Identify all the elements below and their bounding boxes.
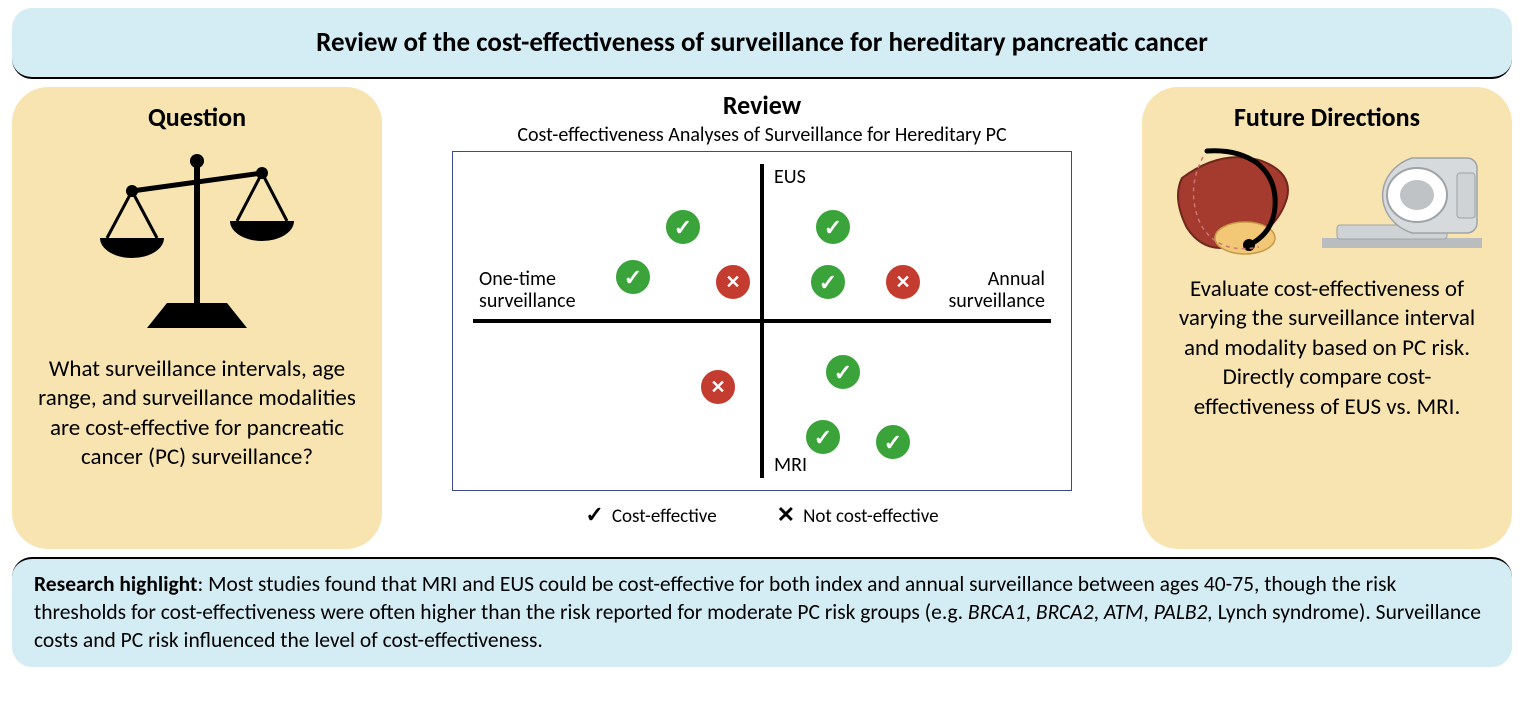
axis-label-bottom: MRI: [774, 454, 807, 476]
review-panel: Review Cost-effectiveness Analyses of Su…: [392, 87, 1132, 549]
highlight-body: Most studies found that MRI and EUS coul…: [34, 571, 1481, 653]
mri-scanner-icon: [1317, 143, 1487, 263]
main-row: Question What surveillance intervals,: [12, 87, 1512, 549]
future-icons: [1167, 143, 1487, 263]
future-card: Future Directions Evaluate cost-effectiv…: [1142, 87, 1512, 549]
liver-eus-icon: [1167, 143, 1307, 263]
quadrant-chart: EUS MRI One-time surveillance Annual sur…: [452, 151, 1072, 491]
check-icon: ✓: [613, 257, 653, 297]
question-card: Question What surveillance intervals,: [12, 87, 382, 549]
cross-icon: ✕: [883, 262, 923, 302]
question-heading: Question: [148, 101, 246, 133]
check-icon: ✓: [813, 207, 853, 247]
check-icon: ✓: [663, 207, 703, 247]
cross-icon: ✕: [713, 262, 753, 302]
legend-no: ✕Not cost-effective: [777, 501, 939, 528]
scales-icon: [72, 143, 322, 343]
legend-ok: ✓Cost-effective: [585, 501, 716, 528]
page-title: Review of the cost-effectiveness of surv…: [32, 26, 1492, 59]
future-heading: Future Directions: [1234, 101, 1420, 133]
cross-icon: ✕: [698, 367, 738, 407]
future-body: Evaluate cost-effectiveness of varying t…: [1164, 275, 1490, 422]
legend: ✓Cost-effective ✕Not cost-effective: [585, 501, 938, 528]
check-icon: ✓: [823, 352, 863, 392]
review-subtitle: Cost-effectiveness Analyses of Surveilla…: [517, 123, 1006, 147]
check-icon: ✓: [808, 262, 848, 302]
check-icon: ✓: [803, 417, 843, 457]
check-icon: ✓: [873, 422, 913, 462]
highlight-label: Research highlight: [34, 571, 197, 597]
question-body: What surveillance intervals, age range, …: [34, 355, 360, 473]
axis-label-top: EUS: [774, 166, 806, 188]
axis-label-left: One-time surveillance: [479, 268, 589, 312]
highlight-banner: Research highlight: Most studies found t…: [12, 557, 1512, 667]
axis-horizontal: [473, 319, 1051, 323]
axis-label-right: Annual surveillance: [925, 268, 1045, 312]
title-banner: Review of the cost-effectiveness of surv…: [12, 8, 1512, 79]
review-heading: Review: [723, 89, 801, 121]
